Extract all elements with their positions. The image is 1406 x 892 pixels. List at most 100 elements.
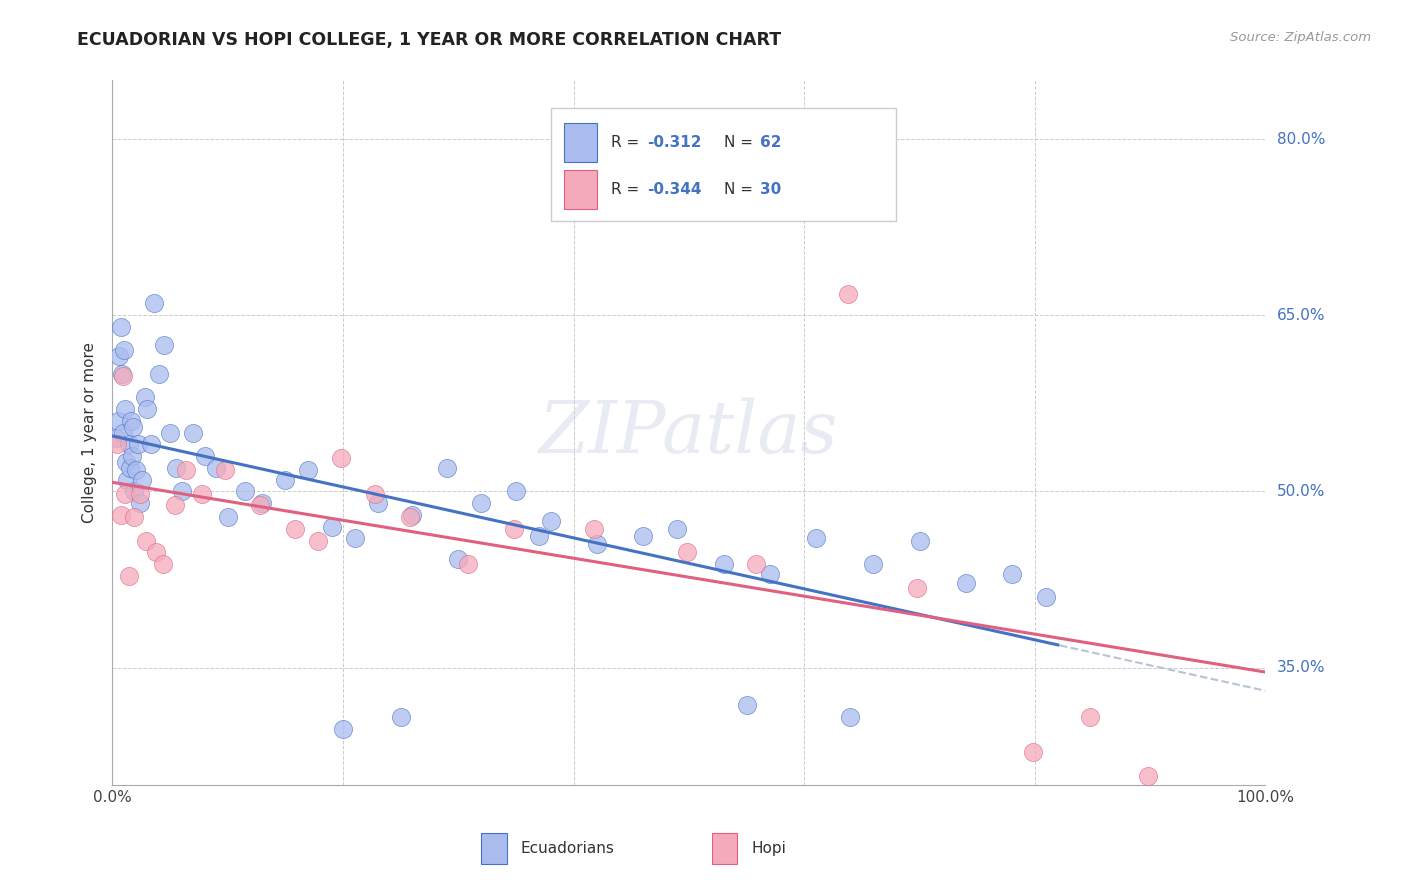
Point <box>332 722 354 736</box>
Point <box>121 449 143 463</box>
Point <box>457 557 479 571</box>
Point <box>108 349 131 363</box>
Text: ECUADORIAN VS HOPI COLLEGE, 1 YEAR OR MORE CORRELATION CHART: ECUADORIAN VS HOPI COLLEGE, 1 YEAR OR MO… <box>77 31 782 49</box>
Point <box>136 402 159 417</box>
Point <box>124 463 146 477</box>
Point <box>583 522 606 536</box>
Point <box>111 367 134 381</box>
Point <box>252 496 274 510</box>
Point <box>131 473 153 487</box>
Point <box>666 522 689 536</box>
Text: R =: R = <box>610 135 644 150</box>
Point <box>804 531 827 545</box>
Point <box>107 414 129 428</box>
Point <box>114 486 136 500</box>
Point <box>174 463 197 477</box>
Point <box>1136 768 1159 782</box>
Point <box>170 484 193 499</box>
Point <box>297 463 319 477</box>
Text: N =: N = <box>724 182 758 197</box>
Point <box>127 437 149 451</box>
Point <box>955 576 977 591</box>
Text: Ecuadorians: Ecuadorians <box>520 841 614 856</box>
Point <box>159 425 181 440</box>
Point <box>112 343 135 358</box>
Point <box>447 552 470 566</box>
Point <box>122 419 145 434</box>
Point <box>839 710 862 724</box>
Point <box>1035 590 1057 604</box>
Point <box>117 437 139 451</box>
Text: -0.344: -0.344 <box>647 182 702 197</box>
Point <box>401 508 423 522</box>
Point <box>502 522 524 536</box>
Point <box>118 460 141 475</box>
Y-axis label: College, 1 year or more: College, 1 year or more <box>82 343 97 523</box>
Text: 30: 30 <box>761 182 782 197</box>
Point <box>205 460 228 475</box>
Text: Source: ZipAtlas.com: Source: ZipAtlas.com <box>1230 31 1371 45</box>
Text: 50.0%: 50.0% <box>1277 483 1324 499</box>
Point <box>1021 745 1043 759</box>
Point <box>143 296 166 310</box>
Point <box>470 496 492 510</box>
Point <box>735 698 758 712</box>
Point <box>675 545 697 559</box>
Point <box>135 533 157 548</box>
Point <box>540 514 562 528</box>
FancyBboxPatch shape <box>564 169 596 210</box>
Point <box>110 508 132 522</box>
Text: N =: N = <box>724 135 758 150</box>
Point <box>120 414 142 428</box>
Point <box>585 537 607 551</box>
Point <box>343 531 366 545</box>
Point <box>134 391 156 405</box>
Point <box>758 566 780 581</box>
Text: -0.312: -0.312 <box>647 135 702 150</box>
Point <box>111 425 134 440</box>
Point <box>124 484 146 499</box>
Point <box>104 432 127 446</box>
Point <box>905 581 928 595</box>
Point <box>129 496 152 510</box>
Point <box>249 499 271 513</box>
Point <box>217 510 239 524</box>
Point <box>115 455 138 469</box>
FancyBboxPatch shape <box>564 122 596 162</box>
Point <box>181 425 204 440</box>
FancyBboxPatch shape <box>481 832 506 864</box>
Point <box>862 557 884 571</box>
Text: 65.0%: 65.0% <box>1277 308 1324 323</box>
Point <box>117 569 139 583</box>
Point <box>505 484 527 499</box>
Point <box>307 533 329 548</box>
Point <box>713 557 735 571</box>
Point <box>399 510 422 524</box>
Text: ZIPatlas: ZIPatlas <box>538 397 839 468</box>
Point <box>110 319 132 334</box>
Point <box>436 460 458 475</box>
FancyBboxPatch shape <box>551 109 897 221</box>
Point <box>745 557 768 571</box>
Point <box>148 367 170 381</box>
Point <box>114 402 136 417</box>
Point <box>111 369 134 384</box>
Point <box>274 473 297 487</box>
FancyBboxPatch shape <box>711 832 737 864</box>
Point <box>153 337 176 351</box>
Point <box>364 486 387 500</box>
Point <box>214 463 236 477</box>
Point <box>124 510 146 524</box>
Point <box>152 557 174 571</box>
Text: 35.0%: 35.0% <box>1277 660 1324 675</box>
Point <box>527 529 550 543</box>
Point <box>329 451 352 466</box>
Point <box>191 486 214 500</box>
Point <box>1001 566 1024 581</box>
Point <box>908 533 931 548</box>
Text: Hopi: Hopi <box>751 841 786 856</box>
Point <box>105 437 128 451</box>
Point <box>145 545 167 559</box>
Point <box>194 449 217 463</box>
Point <box>129 486 152 500</box>
